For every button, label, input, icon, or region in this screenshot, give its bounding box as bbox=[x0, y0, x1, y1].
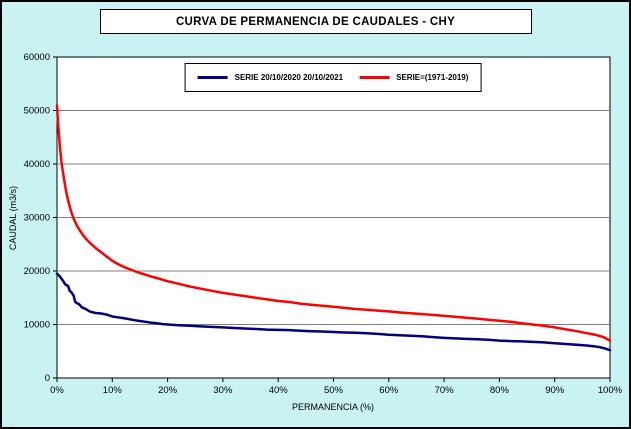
x-tick-label: 60% bbox=[379, 385, 399, 396]
legend-line-swatch-blue bbox=[197, 76, 228, 79]
x-tick-label: 90% bbox=[545, 385, 565, 396]
x-tick-label: 30% bbox=[213, 385, 233, 396]
y-tick-label: 10000 bbox=[24, 320, 50, 331]
legend-label-serie-1971-2019: SERIE=(1971-2019) bbox=[396, 73, 469, 82]
series-line-0 bbox=[55, 272, 612, 352]
x-axis-title: PERMANENCIA (%) bbox=[291, 402, 375, 412]
series-line-1 bbox=[55, 103, 612, 342]
y-tick-label: 60000 bbox=[24, 52, 50, 63]
legend-entry-serie-1971-2019: SERIE=(1971-2019) bbox=[359, 73, 468, 82]
y-tick-label: 30000 bbox=[24, 213, 50, 224]
legend-entry-serie-2020-2021: SERIE 20/10/2020 20/10/2021 bbox=[197, 73, 344, 82]
legend-label-serie-2020-2021: SERIE 20/10/2020 20/10/2021 bbox=[234, 73, 344, 82]
y-tick-label: 20000 bbox=[24, 266, 50, 277]
x-tick-label: 10% bbox=[103, 385, 123, 396]
x-tick-label: 80% bbox=[490, 385, 510, 396]
legend-line-swatch-red bbox=[359, 76, 390, 79]
y-tick-label: 0 bbox=[45, 373, 50, 384]
x-tick-label: 20% bbox=[158, 385, 178, 396]
y-tick-label: 50000 bbox=[24, 106, 50, 117]
legend: SERIE 20/10/2020 20/10/2021 SERIE=(1971-… bbox=[184, 63, 482, 92]
x-tick-label: 70% bbox=[435, 385, 455, 396]
y-tick-label: 40000 bbox=[24, 159, 50, 170]
y-axis-title: CAUDAL (m3/s) bbox=[8, 185, 18, 251]
chart-title: CURVA DE PERMANENCIA DE CAUDALES - CHY bbox=[99, 9, 532, 34]
x-tick-label: 0% bbox=[50, 385, 64, 396]
x-tick-label: 50% bbox=[324, 385, 344, 396]
x-tick-label: 40% bbox=[269, 385, 289, 396]
x-tick-label: 100% bbox=[598, 385, 623, 396]
